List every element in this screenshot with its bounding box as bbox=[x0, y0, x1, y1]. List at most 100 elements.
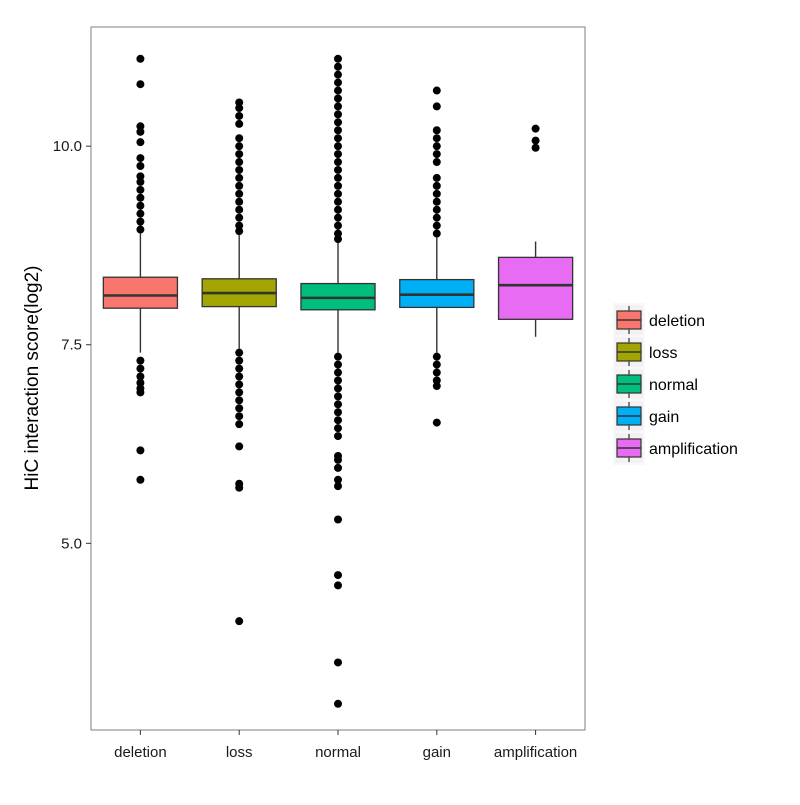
outlier-point bbox=[334, 368, 342, 377]
y-axis-title: HiC interaction score(log2) bbox=[22, 266, 43, 491]
x-tick-label: gain bbox=[423, 744, 451, 761]
outlier-point bbox=[334, 189, 342, 198]
outlier-point bbox=[235, 158, 244, 167]
legend-label: loss bbox=[649, 345, 677, 362]
box-normal bbox=[300, 54, 376, 708]
outlier-point bbox=[136, 217, 145, 226]
box-body bbox=[497, 256, 574, 320]
outlier-point bbox=[235, 356, 244, 365]
box-amplification bbox=[497, 124, 574, 337]
outlier-point bbox=[235, 98, 244, 107]
outlier-point bbox=[334, 102, 342, 111]
outlier-point bbox=[235, 165, 244, 174]
outlier-point bbox=[334, 424, 342, 433]
outlier-point bbox=[334, 213, 342, 222]
outlier-point bbox=[334, 463, 342, 472]
outlier-point bbox=[235, 213, 244, 222]
x-axis: deletion loss normal gain amplification bbox=[114, 730, 577, 761]
outlier-point bbox=[334, 352, 342, 361]
outlier-point bbox=[136, 80, 145, 89]
outlier-point bbox=[235, 364, 244, 373]
outlier-point bbox=[136, 172, 145, 181]
outlier-point bbox=[334, 482, 342, 491]
box-deletion bbox=[102, 54, 179, 484]
outlier-point bbox=[235, 221, 244, 230]
y-axis: 5.0 7.5 10.0 bbox=[53, 138, 91, 552]
outlier-point bbox=[235, 142, 244, 151]
outlier-point bbox=[334, 658, 342, 667]
outlier-point bbox=[235, 380, 244, 389]
outlier-point bbox=[136, 364, 145, 373]
outlier-point bbox=[235, 483, 244, 492]
outlier-point bbox=[432, 352, 441, 361]
legend-label: gain bbox=[649, 409, 679, 426]
legend: deletion loss normal gain amplification bbox=[613, 303, 738, 465]
outlier-point bbox=[334, 181, 342, 190]
outlier-point bbox=[334, 571, 342, 580]
outlier-point bbox=[235, 617, 244, 626]
outlier-point bbox=[334, 173, 342, 182]
outlier-point bbox=[235, 119, 244, 128]
outlier-point bbox=[334, 392, 342, 401]
outlier-point bbox=[235, 372, 244, 381]
outlier-point bbox=[432, 134, 441, 143]
outlier-point bbox=[334, 78, 342, 87]
outlier-point bbox=[432, 86, 441, 95]
outlier-point bbox=[334, 94, 342, 103]
outlier-point bbox=[334, 150, 342, 159]
outlier-point bbox=[334, 455, 342, 464]
outlier-point bbox=[334, 235, 342, 244]
outlier-point bbox=[235, 227, 244, 236]
outlier-point bbox=[334, 515, 342, 524]
outlier-point bbox=[531, 136, 540, 145]
outlier-point bbox=[334, 400, 342, 409]
outlier-point bbox=[235, 388, 244, 397]
outlier-point bbox=[136, 185, 145, 194]
outlier-point bbox=[235, 189, 244, 198]
outlier-point bbox=[531, 143, 540, 152]
outlier-point bbox=[235, 197, 244, 206]
outlier-point bbox=[136, 162, 145, 171]
y-tick-label: 10.0 bbox=[53, 138, 82, 155]
outlier-point bbox=[136, 388, 145, 397]
outlier-point bbox=[136, 209, 145, 218]
outlier-point bbox=[235, 205, 244, 214]
outlier-point bbox=[334, 86, 342, 95]
outlier-point bbox=[235, 396, 244, 405]
outlier-point bbox=[136, 201, 145, 210]
outlier-point bbox=[531, 124, 540, 133]
outlier-point bbox=[334, 581, 342, 590]
outlier-point bbox=[334, 432, 342, 441]
outlier-point bbox=[235, 348, 244, 357]
outlier-point bbox=[334, 376, 342, 385]
outlier-point bbox=[432, 142, 441, 151]
outlier-point bbox=[432, 376, 441, 385]
outlier-point bbox=[432, 205, 441, 214]
outlier-point bbox=[334, 416, 342, 425]
outlier-point bbox=[334, 142, 342, 151]
outlier-point bbox=[432, 173, 441, 182]
outlier-point bbox=[136, 138, 145, 147]
outlier-point bbox=[334, 205, 342, 214]
x-tick-label: normal bbox=[315, 744, 361, 761]
outlier-point bbox=[235, 420, 244, 429]
outlier-point bbox=[235, 104, 244, 113]
outlier-point bbox=[136, 378, 145, 387]
outlier-point bbox=[334, 54, 342, 63]
outlier-point bbox=[136, 193, 145, 202]
outlier-point bbox=[334, 158, 342, 167]
outlier-point bbox=[136, 54, 145, 63]
outlier-point bbox=[235, 181, 244, 190]
outlier-point bbox=[334, 360, 342, 369]
outlier-point bbox=[432, 189, 441, 198]
x-tick-label: amplification bbox=[494, 744, 577, 761]
outlier-point bbox=[432, 102, 441, 111]
outlier-point bbox=[432, 150, 441, 159]
outlier-point bbox=[432, 360, 441, 369]
outlier-point bbox=[334, 384, 342, 393]
outlier-point bbox=[334, 699, 342, 708]
outlier-point bbox=[136, 372, 145, 381]
outlier-point bbox=[136, 446, 145, 455]
outlier-point bbox=[432, 368, 441, 377]
